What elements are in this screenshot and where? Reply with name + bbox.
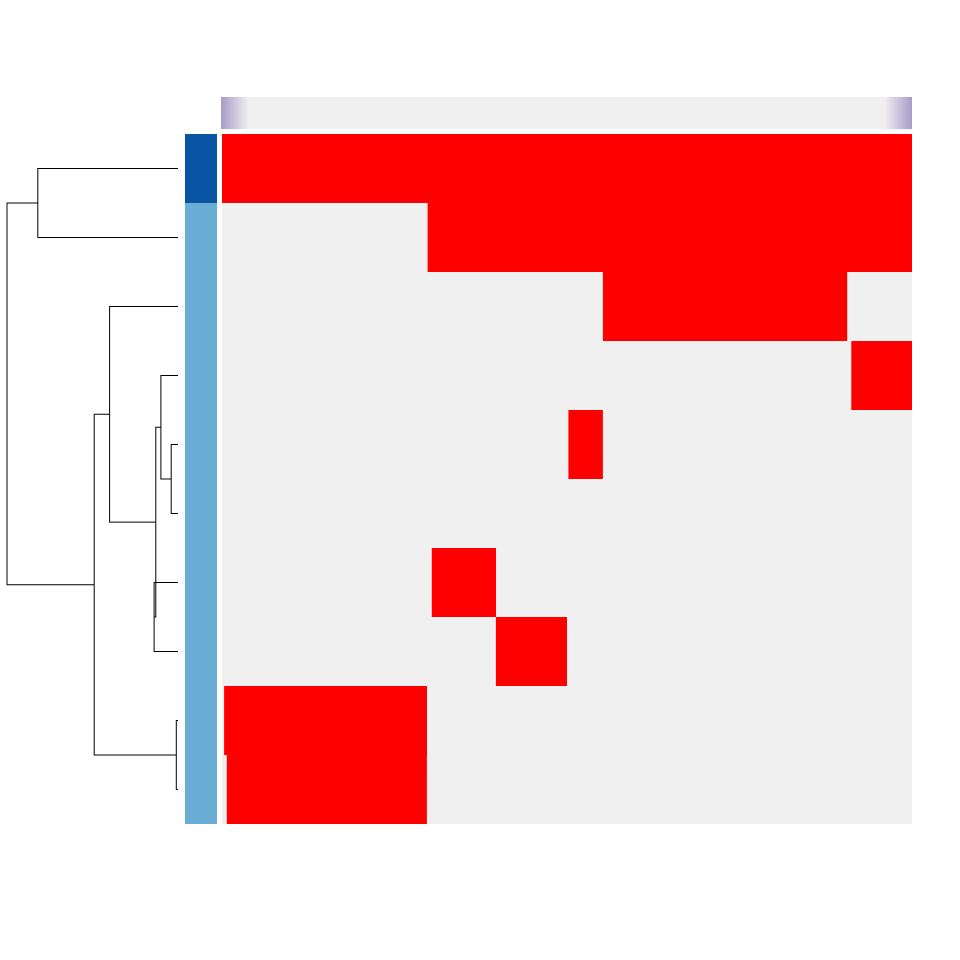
heatmap-row-4 [222,410,912,479]
dendrogram-link-8 [6,202,95,586]
dendrogram-link-5 [109,306,178,523]
heatmap-cell-r9-0 [226,755,427,824]
row-group-cell-5 [185,479,217,548]
heatmap-cell-r6-0 [431,548,496,617]
dendrogram-link-2 [160,375,178,480]
dendrogram-link-6 [175,720,178,790]
heatmap-cell-r4-0 [568,410,603,479]
row-group-cell-3 [185,341,217,410]
row-group-cell-0 [185,134,217,203]
heatmap-cell-r0-0 [222,134,912,203]
dendrogram-link-7 [93,413,177,756]
heatmap-cells [222,134,912,824]
heatmap-cell-r8-0 [224,686,427,755]
heatmap-cell-r2-0 [602,272,848,341]
row-group-cell-6 [185,548,217,617]
dendrogram-link-0 [37,168,178,238]
heatmap-cell-r1-0 [427,203,912,272]
row-group-cell-2 [185,272,217,341]
row-group-cell-9 [185,755,217,824]
heatmap-row-5 [222,479,912,548]
heatmap-cell-r7-0 [495,617,567,686]
row-group-cell-1 [185,203,217,272]
row-group-cell-7 [185,617,217,686]
heatmap-cell-r3-0 [851,341,912,410]
row-group-cell-4 [185,410,217,479]
dendrogram-link-1 [170,444,178,514]
row-group-annotation [185,134,217,824]
column-annotation-bar [221,97,912,129]
row-group-cell-8 [185,686,217,755]
heatmap-row-6 [222,548,912,617]
heatmap-row-3 [222,341,912,410]
dendrogram-link-3 [153,582,178,652]
row-dendrogram [6,168,178,790]
